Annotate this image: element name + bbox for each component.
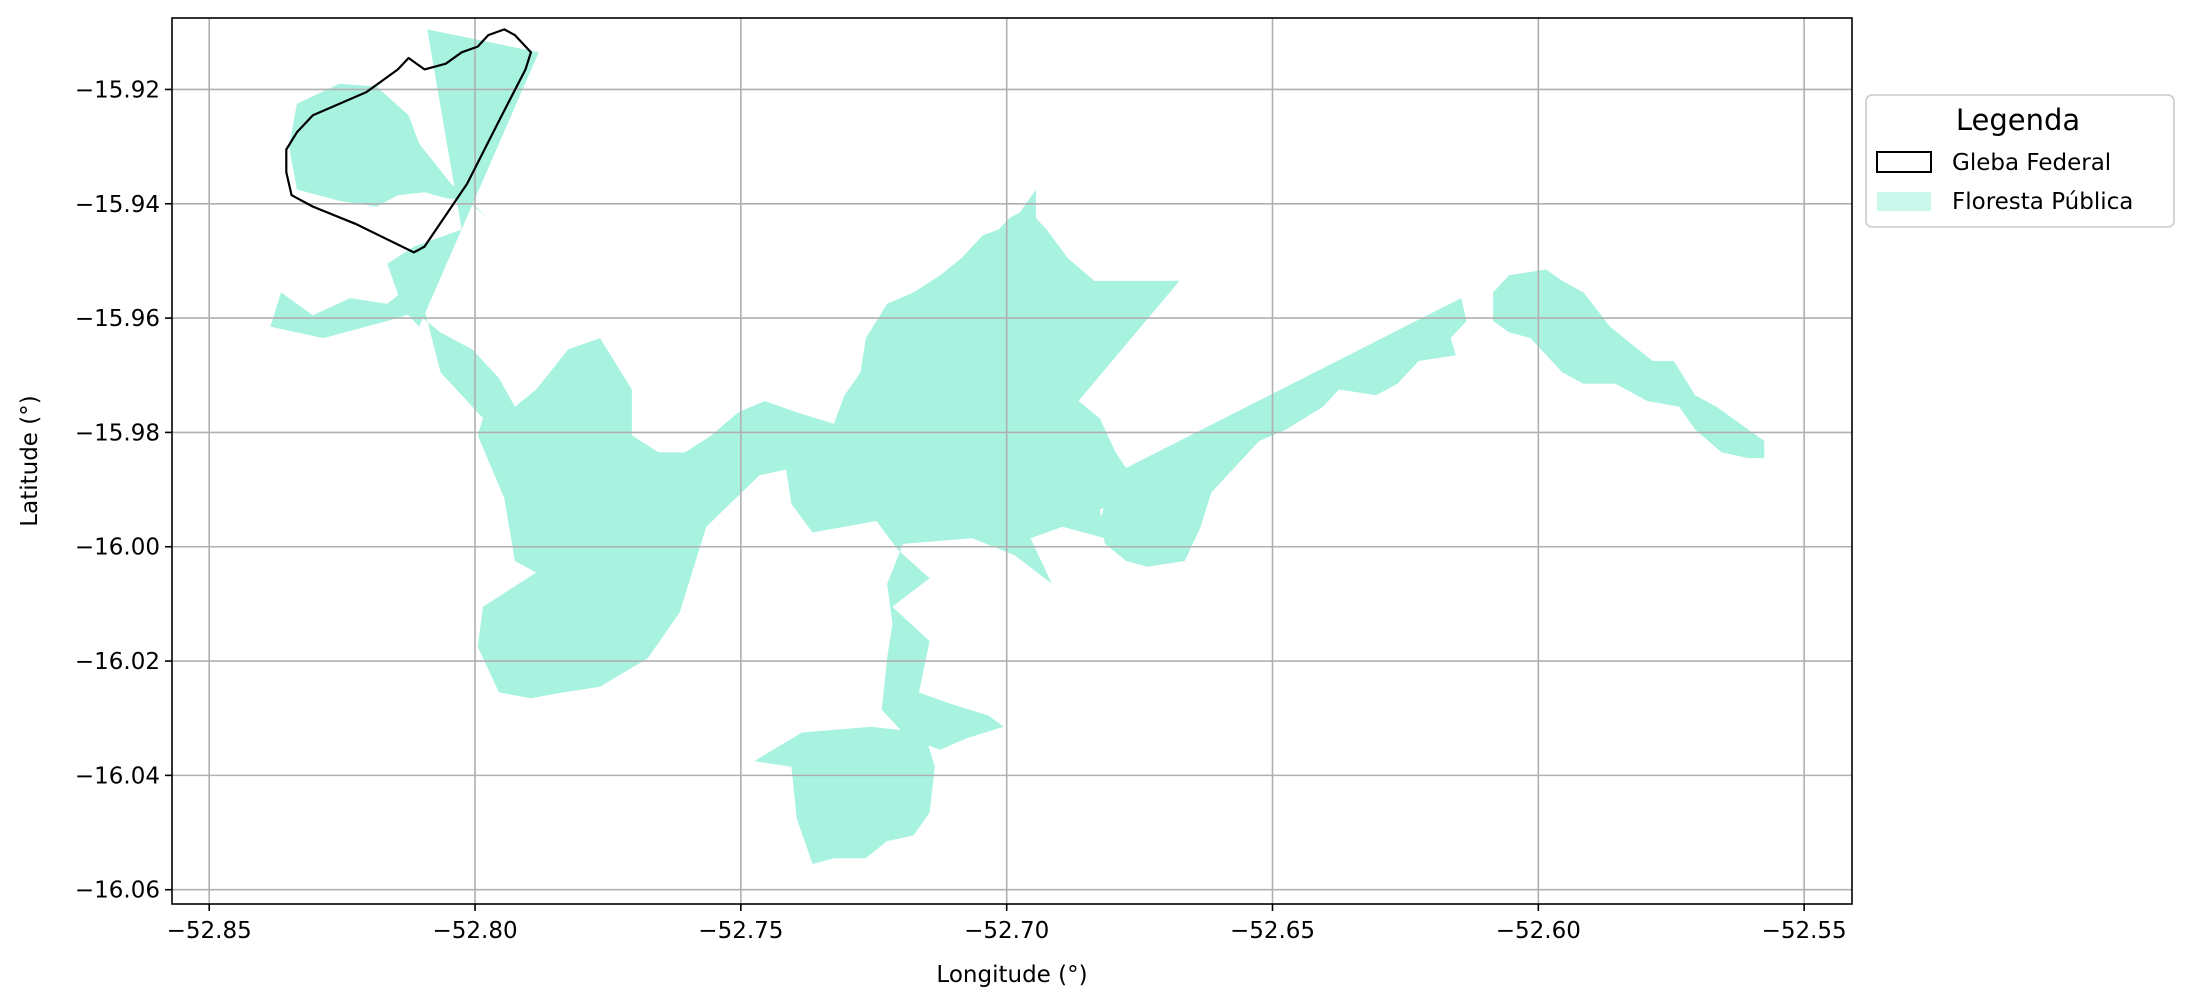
y-tick-label: −15.96: [75, 306, 160, 332]
legend: Legenda Gleba Federal Floresta Pública: [1866, 95, 2174, 227]
y-tick-label: −16.02: [75, 649, 160, 675]
x-tick-label: −52.55: [1762, 918, 1847, 944]
x-tick-label: −52.75: [698, 918, 783, 944]
y-tick-label: −16.00: [75, 535, 160, 561]
y-tick-label: −15.92: [75, 77, 160, 103]
legend-swatch-floresta-publica: [1877, 192, 1931, 211]
y-tick-label: −15.94: [75, 192, 160, 218]
x-tick-label: −52.85: [167, 918, 252, 944]
plot-area: −52.85 −52.80 −52.75 −52.70 −52.65 −52.60 −52.…: [75, 18, 1852, 944]
x-tick-label: −52.70: [964, 918, 1049, 944]
x-tick-label: −52.65: [1230, 918, 1315, 944]
y-tick-label: −16.06: [75, 878, 160, 904]
legend-swatch-gleba-federal: [1877, 152, 1931, 172]
x-tick-label: −52.80: [432, 918, 517, 944]
y-tick-label: −16.04: [75, 763, 160, 789]
legend-label-floresta-publica: Floresta Pública: [1952, 189, 2133, 215]
y-axis-title: Latitude (°): [17, 395, 43, 526]
y-tick-label: −15.98: [75, 420, 160, 446]
x-axis-title: Longitude (°): [936, 962, 1087, 988]
legend-title: Legenda: [1956, 103, 2080, 137]
x-tick-label: −52.60: [1496, 918, 1581, 944]
legend-label-gleba-federal: Gleba Federal: [1952, 150, 2111, 176]
